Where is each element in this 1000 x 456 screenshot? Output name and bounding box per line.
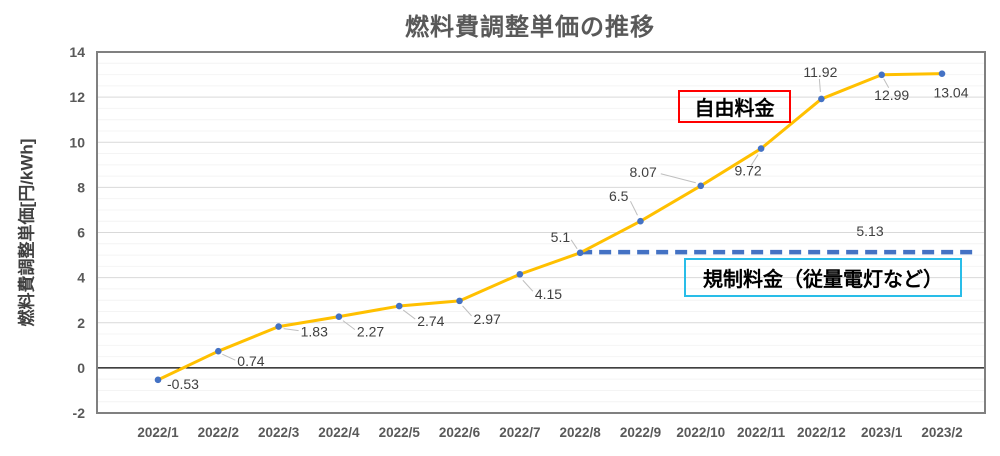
data-label: 2.74 <box>417 313 444 329</box>
data-point <box>878 71 885 79</box>
x-tick-label: 2022/10 <box>676 425 725 440</box>
plot-border <box>96 51 986 414</box>
free-rate-series-line <box>156 72 944 382</box>
data-label: 12.99 <box>874 87 909 103</box>
y-tick-label: -2 <box>73 405 86 421</box>
data-label: 6.5 <box>609 188 629 204</box>
x-tick-label: 2022/8 <box>560 425 602 440</box>
data-point <box>335 313 343 320</box>
y-tick-label: 2 <box>77 315 85 331</box>
data-point <box>456 297 463 305</box>
data-label: -0.53 <box>167 376 199 392</box>
regulated-rate-annotation-box: 規制料金（従量電灯など） <box>684 258 962 297</box>
data-label: 5.1 <box>551 229 571 245</box>
data-point <box>576 249 584 257</box>
x-tick-label: 2022/4 <box>318 425 360 440</box>
data-label: 1.83 <box>301 324 328 340</box>
x-tick-label: 2023/1 <box>861 425 903 440</box>
x-tick-label: 2022/7 <box>499 425 540 440</box>
data-label: 2.97 <box>474 311 501 327</box>
label-leader-line <box>630 200 638 216</box>
label-leader-line <box>283 328 299 332</box>
label-leader-line <box>883 78 890 89</box>
y-tick-label: 12 <box>69 89 85 105</box>
data-point <box>757 145 765 152</box>
x-tick-label: 2022/3 <box>258 425 300 440</box>
data-point <box>215 347 222 355</box>
y-tick-label: 0 <box>77 360 85 376</box>
y-tick-label: 10 <box>69 134 85 150</box>
data-label: 4.15 <box>535 286 562 302</box>
data-point <box>637 217 644 225</box>
y-tick-label: 4 <box>77 270 85 286</box>
free-rate-annotation-box: 自由料金 <box>678 90 791 123</box>
data-point <box>938 70 946 77</box>
data-point <box>275 323 282 330</box>
x-tick-label: 2022/5 <box>379 425 421 440</box>
x-tick-label: 2022/6 <box>439 425 481 440</box>
data-label: 9.72 <box>734 163 761 179</box>
label-leader-line <box>342 320 356 331</box>
x-tick-label: 2022/12 <box>797 425 846 440</box>
data-point <box>395 302 403 310</box>
label-leader-line <box>402 309 416 320</box>
x-tick-label: 2022/1 <box>137 425 179 440</box>
regulated-rate-value-label: 5.13 <box>856 223 883 239</box>
data-point <box>697 182 705 190</box>
y-tick-label: 8 <box>77 179 85 195</box>
label-leader-line <box>462 305 472 317</box>
data-point <box>516 270 524 278</box>
label-leader-line <box>818 78 821 92</box>
data-label: 11.92 <box>803 64 837 80</box>
x-tick-label: 2023/2 <box>921 425 962 440</box>
x-tick-label: 2022/11 <box>737 425 786 440</box>
data-point <box>818 95 825 103</box>
data-label: 13.04 <box>933 85 968 101</box>
label-leader-line <box>660 173 696 184</box>
y-tick-label: 14 <box>69 44 85 60</box>
y-tick-label: 6 <box>77 225 85 241</box>
label-leader-line <box>222 353 236 361</box>
chart-title: 燃料費調整単価の推移 <box>405 14 655 41</box>
label-leader-line <box>750 154 759 166</box>
data-label: 8.07 <box>630 164 657 180</box>
x-tick-label: 2022/2 <box>198 425 239 440</box>
label-leader-line <box>570 239 578 250</box>
x-tick-label: 2022/9 <box>620 425 661 440</box>
data-point <box>154 376 162 384</box>
data-label: 2.27 <box>357 324 384 340</box>
label-leader-line <box>522 279 534 292</box>
data-label: 0.74 <box>237 353 264 369</box>
